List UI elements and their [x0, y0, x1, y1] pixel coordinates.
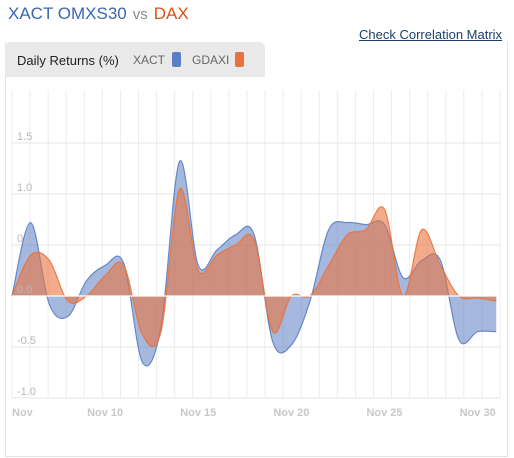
correlation-matrix-link[interactable]: Check Correlation Matrix [359, 27, 503, 42]
legend-gdaxi-label[interactable]: GDAXI [192, 53, 230, 67]
y-tick-label: 1.5 [17, 131, 32, 143]
series-line-gdaxi [11, 187, 497, 348]
x-tick-label: Nov 25 [366, 407, 402, 419]
x-tick-label: Nov 10 [87, 407, 123, 419]
y-tick-label: 1.0 [17, 182, 32, 194]
y-tick-label: -1.0 [17, 386, 36, 398]
legend-xact-swatch [172, 52, 181, 67]
legend-gdaxi-swatch [235, 52, 244, 67]
x-tick-label: Nov 30 [460, 407, 496, 419]
x-tick-label: Nov 20 [273, 407, 309, 419]
chart-tab-bar: Daily Returns (%) XACT GDAXI [5, 42, 265, 77]
symbol-b: DAX [153, 4, 189, 23]
x-tick-label: Nov 15 [180, 407, 216, 419]
series-area-gdaxi [12, 188, 497, 347]
chart-title: XACT OMXS30 vs DAX [8, 4, 189, 24]
y-tick-label: 0.0 [17, 284, 32, 296]
legend-xact-label[interactable]: XACT [133, 53, 166, 67]
symbol-a: XACT OMXS30 [8, 4, 127, 23]
x-tick-label: Nov [12, 407, 34, 419]
y-tick-label: 0.5 [17, 233, 32, 245]
vs-text: vs [132, 6, 148, 23]
y-tick-label: -0.5 [17, 335, 36, 347]
daily-returns-tab[interactable]: Daily Returns (%) [17, 53, 119, 68]
chart-panel [5, 42, 508, 457]
